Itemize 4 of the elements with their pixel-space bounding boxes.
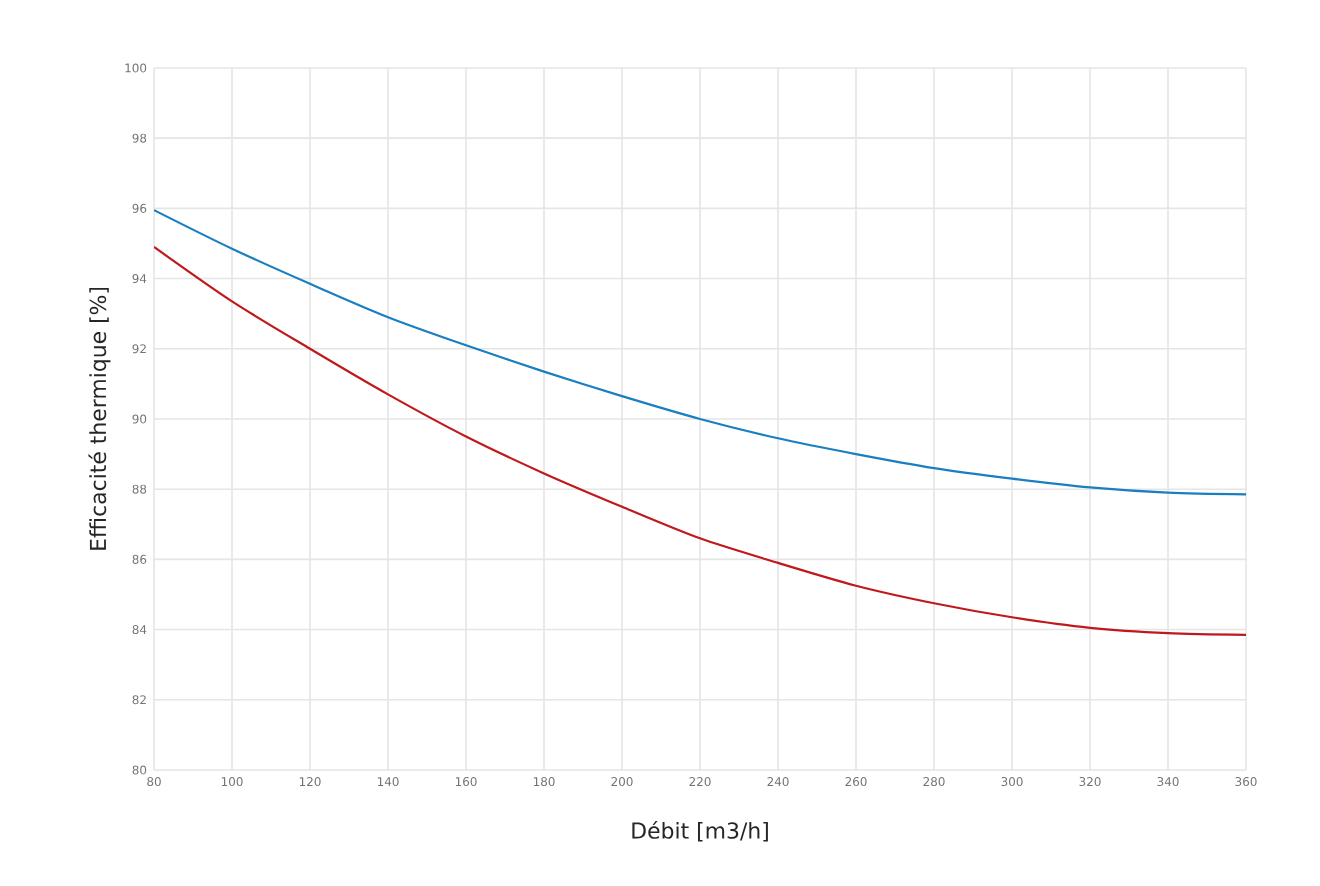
line-series [154, 209, 1247, 496]
x-axis-title: Débit [m3/h] [632, 821, 768, 842]
line-series [154, 245, 1247, 636]
y-axis-title: Efficacité thermique [%] [88, 287, 111, 550]
